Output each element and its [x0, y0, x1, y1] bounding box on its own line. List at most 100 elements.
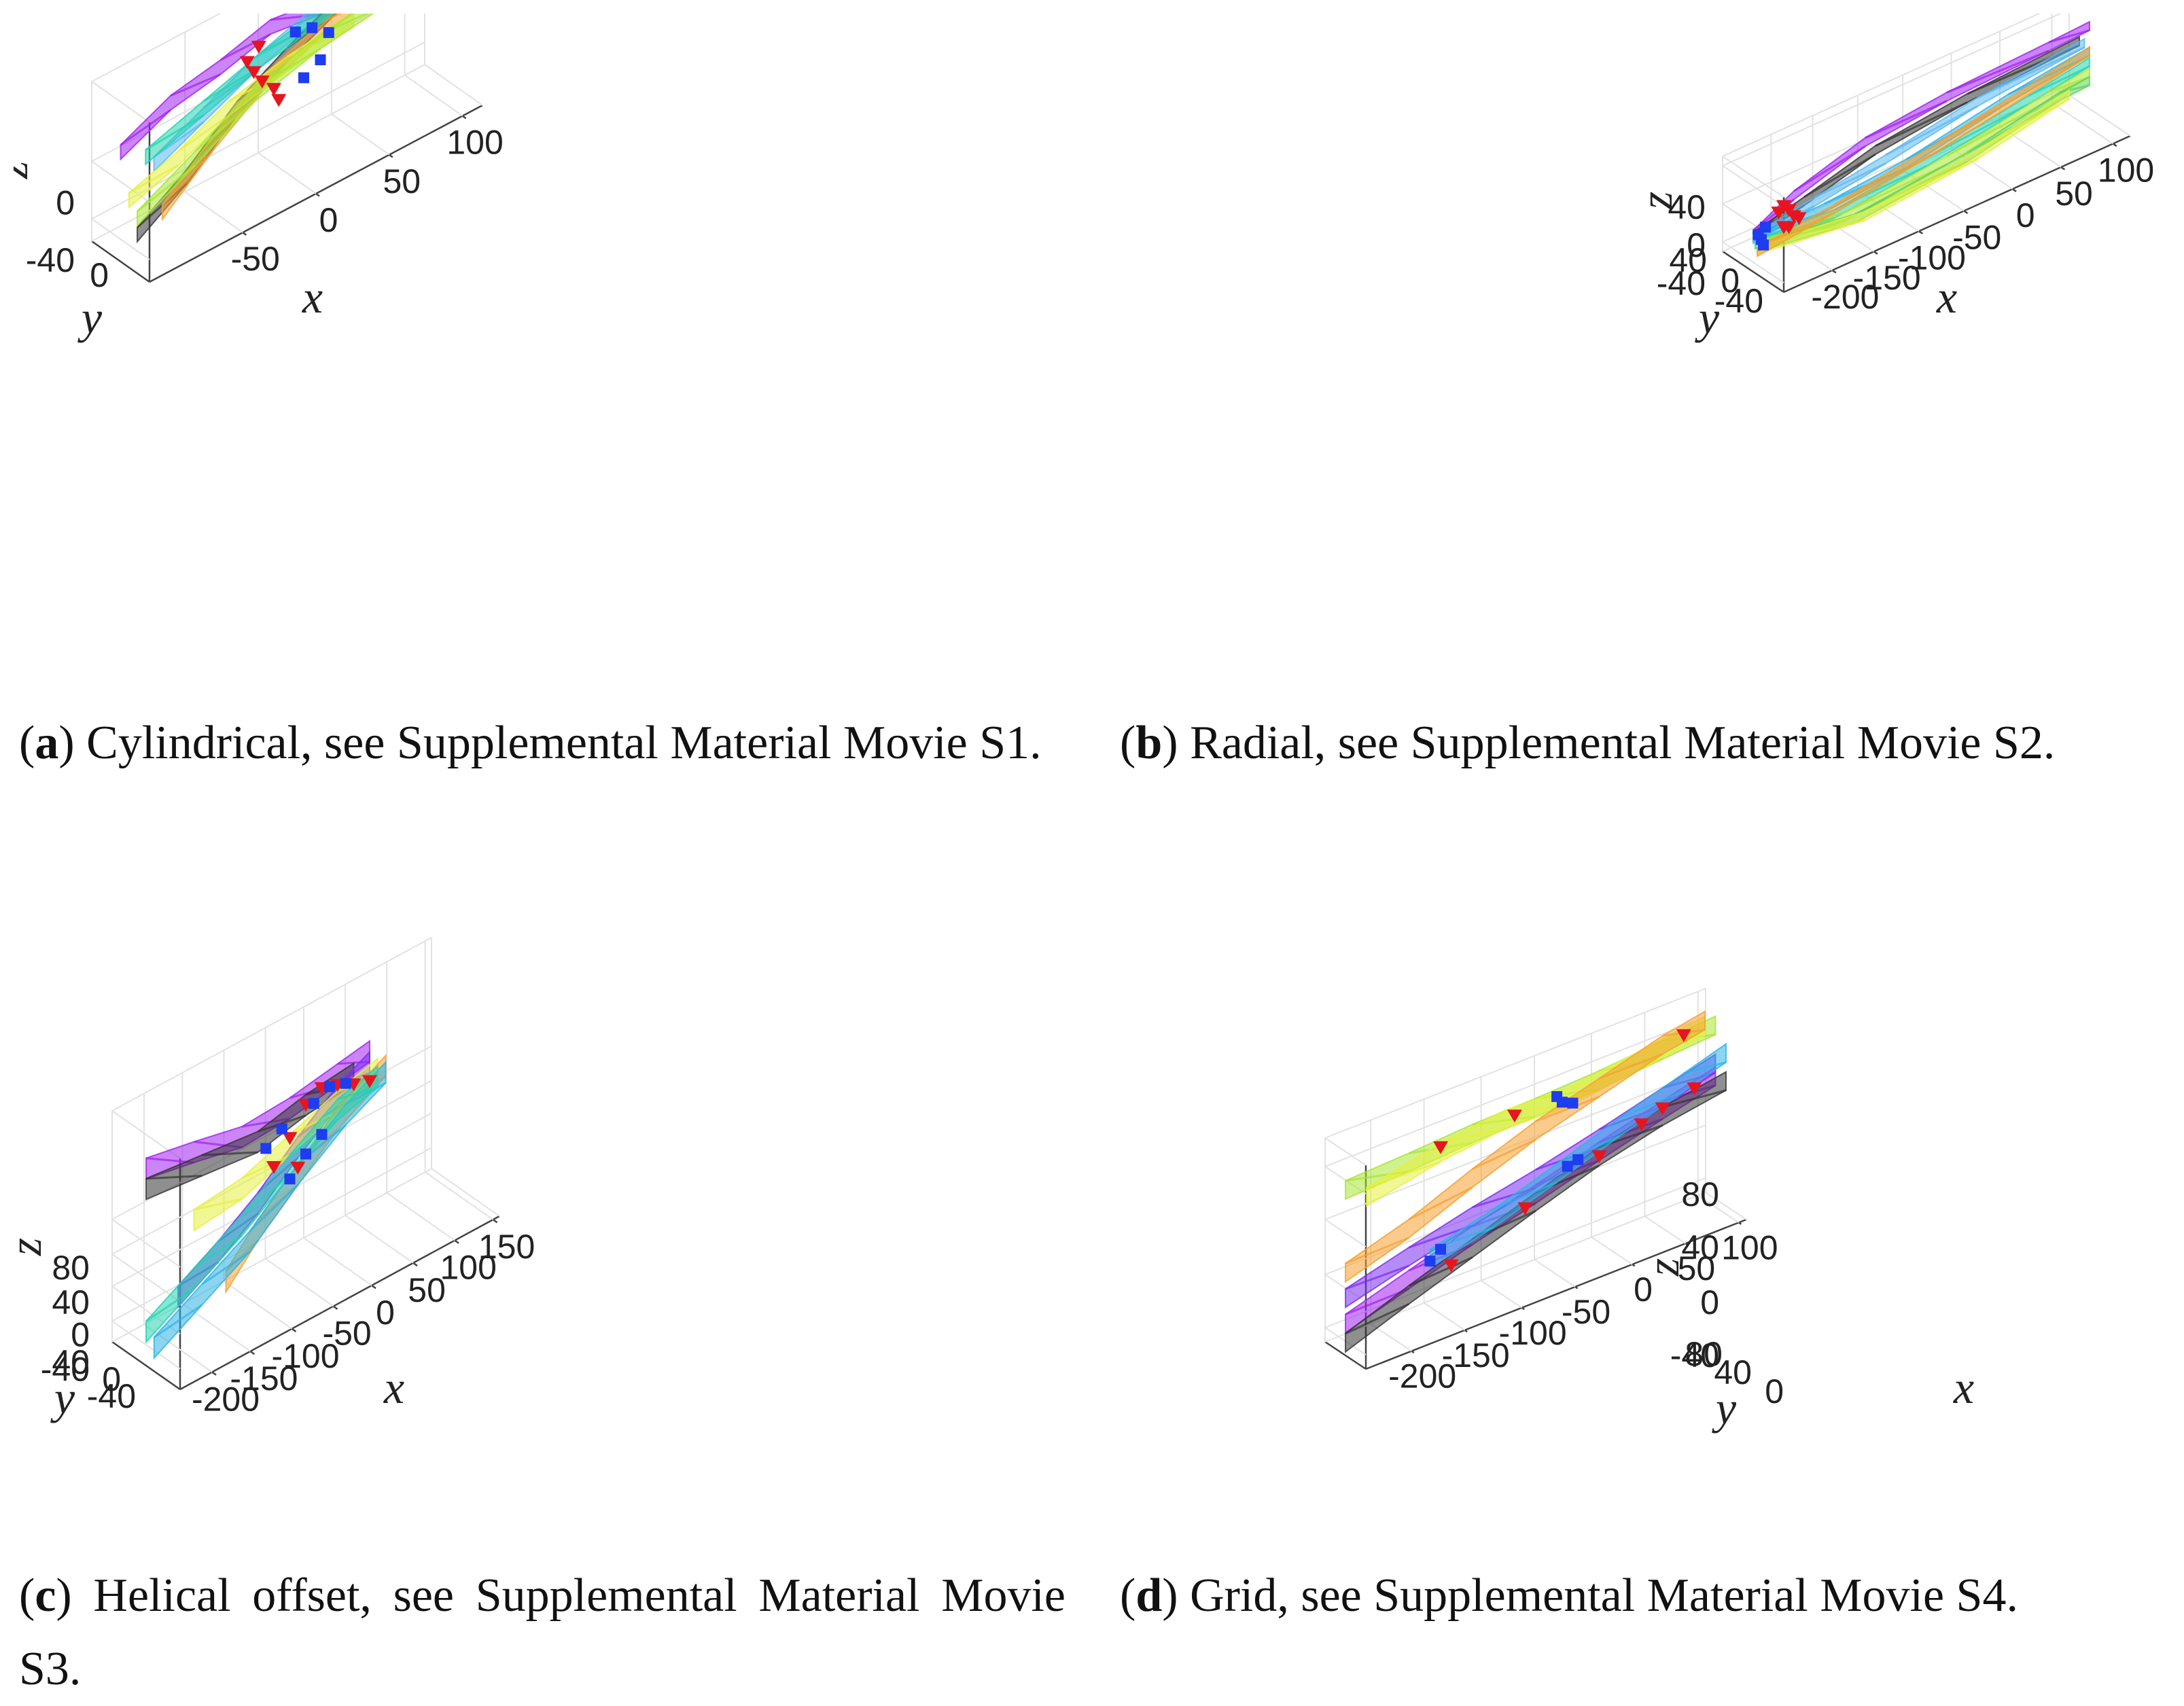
grid-line	[143, 1093, 213, 1373]
marker-blue-square	[284, 1173, 296, 1185]
marker-red-triangle	[1634, 1118, 1649, 1132]
z-axis-label: z	[14, 161, 37, 179]
x-tick-mark	[2011, 188, 2017, 192]
ribbon-facet	[319, 14, 342, 24]
x-tick-mark	[291, 1328, 297, 1332]
y-tick-label: 0	[1765, 1372, 1784, 1410]
ribbon-facet	[2058, 84, 2090, 94]
x-tick-label: 50	[383, 162, 421, 200]
y-tick-label: -40	[87, 1377, 136, 1415]
box-edge	[431, 1168, 500, 1217]
ribbon-facet	[1535, 1095, 1600, 1122]
ribbon-facet	[2048, 29, 2090, 43]
ribbon-facet	[1345, 1264, 1409, 1290]
ribbon-facet	[1345, 1237, 1409, 1265]
marker-red-triangle	[1791, 212, 1807, 226]
z-tick-label: 40	[1668, 188, 1706, 226]
ribbon-facet	[145, 114, 205, 151]
ribbon-facet	[1844, 163, 1948, 213]
y-tick-label: 40	[1714, 1353, 1752, 1391]
ribbon-facet	[145, 1175, 202, 1180]
x-tick-mark	[1632, 1263, 1636, 1267]
panel-radial: -200 -150 -100 -50 0 50 100 40 0 -40 40 0 -40 x y z (b)…	[1114, 14, 2174, 836]
x-tick-label: 100	[2098, 152, 2154, 190]
grid-line	[90, 41, 425, 260]
markers	[239, 22, 334, 107]
ribbon-facet	[201, 1251, 251, 1285]
ribbon-facet	[1875, 101, 1968, 147]
ribbon-facet	[241, 1154, 291, 1179]
marker-red-triangle	[1676, 1029, 1691, 1042]
x-tick-label: -200	[1388, 1357, 1456, 1396]
ribbon-facet	[1493, 1181, 1557, 1211]
x-tick-label: -150	[230, 1360, 298, 1398]
box-edge	[1722, 14, 2041, 157]
panel-grid: -200 -150 -100 -50 0 50 100 80 40 0 -40 80 40 0 x y z (d…	[1114, 866, 2174, 1688]
marker-blue-square	[298, 72, 309, 84]
ribbon-facet	[1977, 97, 2070, 152]
caption-grid: (d) Grid, see Supplemental Material Movi…	[1120, 1569, 2018, 1622]
ribbon-lime	[137, 14, 374, 228]
marker-blue-square	[260, 1143, 272, 1154]
y-tick-label: 40	[1669, 241, 1707, 279]
box-edge	[91, 14, 222, 82]
ribbon-facet	[161, 151, 213, 206]
x-tick-label: -50	[1562, 1293, 1610, 1331]
ribbon-facet	[2028, 65, 2090, 97]
box-edge	[1783, 135, 2131, 294]
ribbon-orange	[1345, 1010, 1706, 1283]
x-tick-mark	[492, 1219, 498, 1224]
x-axis-label: x	[1936, 271, 1957, 323]
x-tick-mark	[249, 1350, 256, 1355]
y-axis-label: y	[1712, 1382, 1737, 1434]
ribbon-teal	[145, 14, 335, 166]
marker-red-triangle	[1591, 1150, 1607, 1164]
marker-blue-square	[308, 1098, 319, 1109]
x-tick-mark	[1963, 210, 1969, 215]
x-tick-mark	[2112, 143, 2117, 147]
marker-red-triangle	[246, 66, 262, 79]
ribbon-facet	[219, 33, 271, 61]
x-tick-label: -150	[1853, 259, 1921, 297]
ribbon-facet	[1598, 1053, 1663, 1080]
ribbon-facet	[1865, 158, 1978, 213]
marker-blue-square	[1567, 1097, 1579, 1109]
box-edge	[111, 1340, 181, 1391]
caption-text: Radial, see Supplemental Material Movie …	[1178, 717, 2056, 769]
ribbon-facet	[1977, 46, 2085, 99]
grid-line	[1697, 991, 1740, 1224]
box-edge	[91, 240, 150, 283]
x-tick-mark	[2060, 166, 2066, 171]
x-tick-mark	[242, 232, 247, 236]
ribbon-facet	[1865, 100, 1948, 139]
plot-cylindrical: -50 0 50 100 0 -40 0 x y z	[14, 14, 504, 343]
caption-text: Helical offset, see Supplemental Materia…	[19, 1569, 1065, 1695]
marker-red-triangle	[362, 1075, 377, 1088]
caption-text: Cylindrical, see Supplemental Material M…	[74, 717, 1042, 769]
ribbon-facet	[145, 1287, 195, 1322]
z-tick-label: 0	[1687, 226, 1706, 264]
x-tick-mark	[1685, 1243, 1689, 1246]
x-tick-label: -100	[1499, 1314, 1567, 1352]
ribbons	[120, 14, 374, 244]
ribbon-facet	[1936, 54, 2090, 145]
z-tick-label: -40	[1657, 264, 1706, 302]
y-tick-label: 80	[1685, 1335, 1723, 1373]
x-tick-label: -50	[322, 1315, 371, 1353]
y-tick-label: 0	[1721, 262, 1740, 300]
ribbon-facet	[337, 1086, 378, 1101]
ribbon-facet	[128, 164, 179, 194]
y-axis-label: y	[1695, 291, 1720, 343]
ribbon-facet	[1408, 1256, 1473, 1287]
z-tick-label: 0	[56, 184, 75, 222]
x-tick-label: -50	[231, 240, 280, 278]
ribbon-purple	[120, 14, 323, 161]
markers	[1753, 200, 1807, 251]
marker-red-triangle	[282, 1132, 298, 1145]
marker-blue-square	[340, 1078, 351, 1089]
y-tick-label: 40	[52, 1343, 90, 1381]
x-tick-label: 0	[1634, 1270, 1653, 1309]
grid-line	[330, 14, 390, 156]
ribbon-facet	[194, 1198, 243, 1211]
